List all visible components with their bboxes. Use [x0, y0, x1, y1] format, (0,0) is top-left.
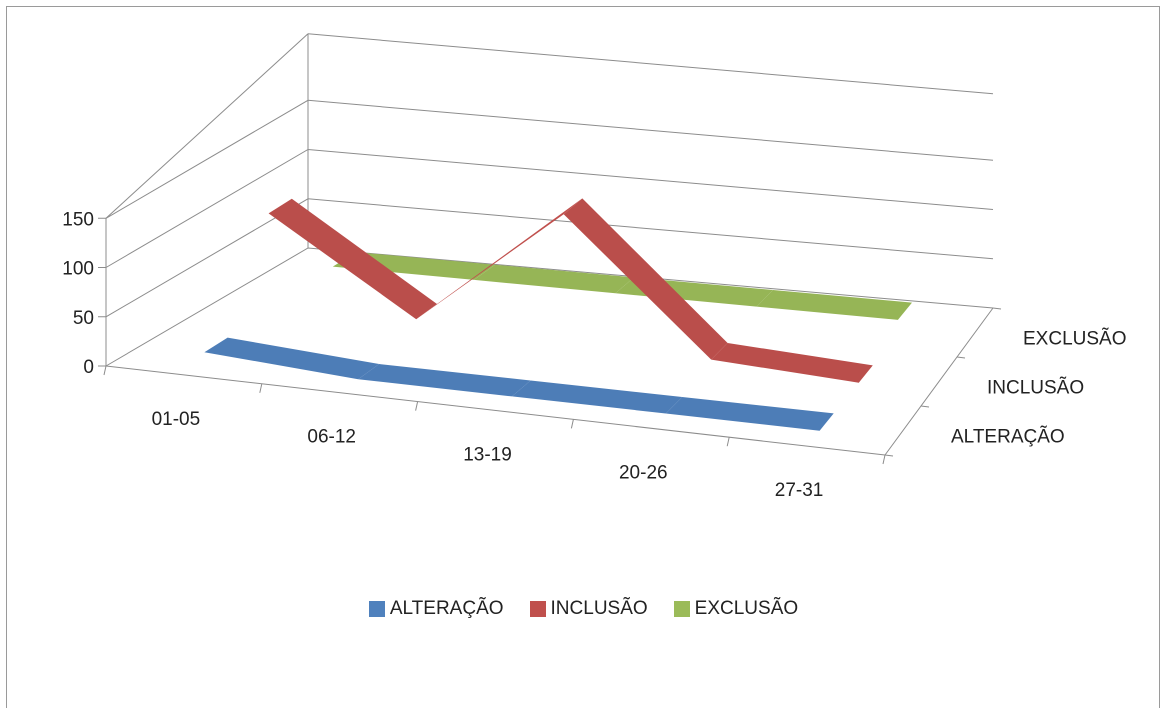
y-tick-label: 100 [62, 259, 94, 280]
series-alteração [204, 337, 834, 431]
legend: ALTERAÇÃO INCLUSÃO EXCLUSÃO [0, 598, 1167, 620]
y-tick-label: 50 [73, 308, 94, 329]
x-tick-label: 06-12 [307, 427, 356, 448]
legend-item: EXCLUSÃO [673, 598, 799, 620]
ribbon-segment [711, 343, 873, 383]
y-tick-label: 0 [83, 357, 94, 378]
chart-ribbons [204, 198, 912, 431]
legend-label: ALTERAÇÃO [389, 598, 504, 619]
legend-swatch [529, 601, 546, 617]
x-tick-label: 13-19 [463, 445, 512, 466]
ribbon-segment [204, 337, 380, 380]
x-tick-mark [882, 454, 886, 465]
x-tick-mark [103, 365, 107, 376]
legend-item: ALTERAÇÃO [368, 598, 504, 620]
gridline-top [307, 33, 994, 95]
chart-labels: 0 50 100 150 01-05 06-12 13-19 20-26 27-31 ALTERA… [62, 209, 1126, 501]
wall-top-edge [105, 33, 309, 219]
ribbon-segment [665, 397, 834, 431]
x-tick-mark [726, 437, 730, 447]
depth-tick-mark [956, 356, 966, 359]
series-inclusão [268, 198, 873, 383]
depth-tick-label: ALTERAÇÃO [951, 426, 1065, 448]
ribbon-segment [756, 290, 912, 320]
chart-frame [6, 6, 1160, 708]
x-tick-mark [259, 383, 263, 393]
x-axis-line [105, 365, 886, 456]
legend-item: INCLUSÃO [529, 598, 648, 620]
gridline-150 [105, 99, 994, 219]
ribbon-segment [358, 364, 531, 397]
ribbon-segment [512, 380, 683, 414]
legend-label: INCLUSÃO [550, 598, 648, 619]
ribbon-segment [474, 264, 634, 294]
depth-tick-mark [884, 454, 894, 457]
depth-tick-mark [920, 405, 930, 408]
ribbon-segment [563, 198, 728, 360]
legend-swatch [673, 601, 690, 617]
legend-label: EXCLUSÃO [694, 598, 799, 619]
depth-tick-label: INCLUSÃO [987, 377, 1084, 399]
x-tick-label: 01-05 [152, 409, 201, 430]
x-tick-label: 20-26 [619, 462, 668, 483]
chart-walls [98, 33, 1002, 465]
x-tick-mark [570, 419, 574, 429]
ribbon-segment [416, 198, 583, 320]
ribbon-segment [268, 198, 437, 320]
depth-tick-label: EXCLUSÃO [1023, 328, 1126, 350]
legend-swatch [368, 601, 385, 617]
x-tick-label: 27-31 [775, 480, 824, 501]
y-tick-label: 150 [62, 209, 94, 230]
depth-axis-line [884, 307, 994, 456]
x-tick-mark [415, 401, 419, 411]
depth-tick-mark [992, 307, 1002, 310]
gridline-100 [105, 148, 994, 268]
